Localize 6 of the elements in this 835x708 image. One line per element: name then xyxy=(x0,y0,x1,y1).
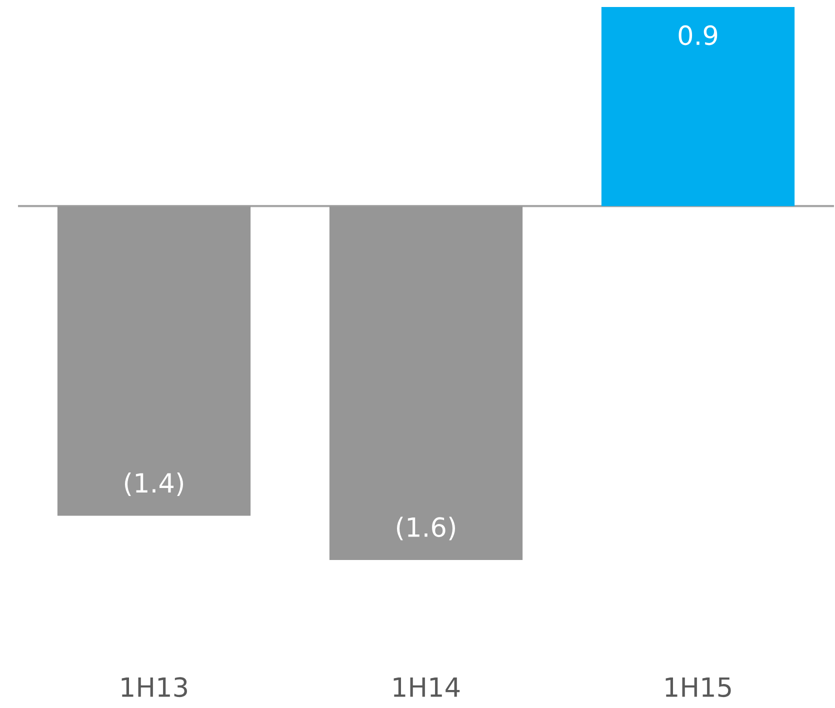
data-label: 0.9 xyxy=(678,25,718,46)
x-tick-label: 1H13 xyxy=(122,677,187,698)
x-tick-label: 1H15 xyxy=(666,677,731,698)
data-label: (1.4) xyxy=(124,472,184,496)
data-label: (1.6) xyxy=(396,516,456,540)
x-tick-label: 1H14 xyxy=(394,677,460,697)
